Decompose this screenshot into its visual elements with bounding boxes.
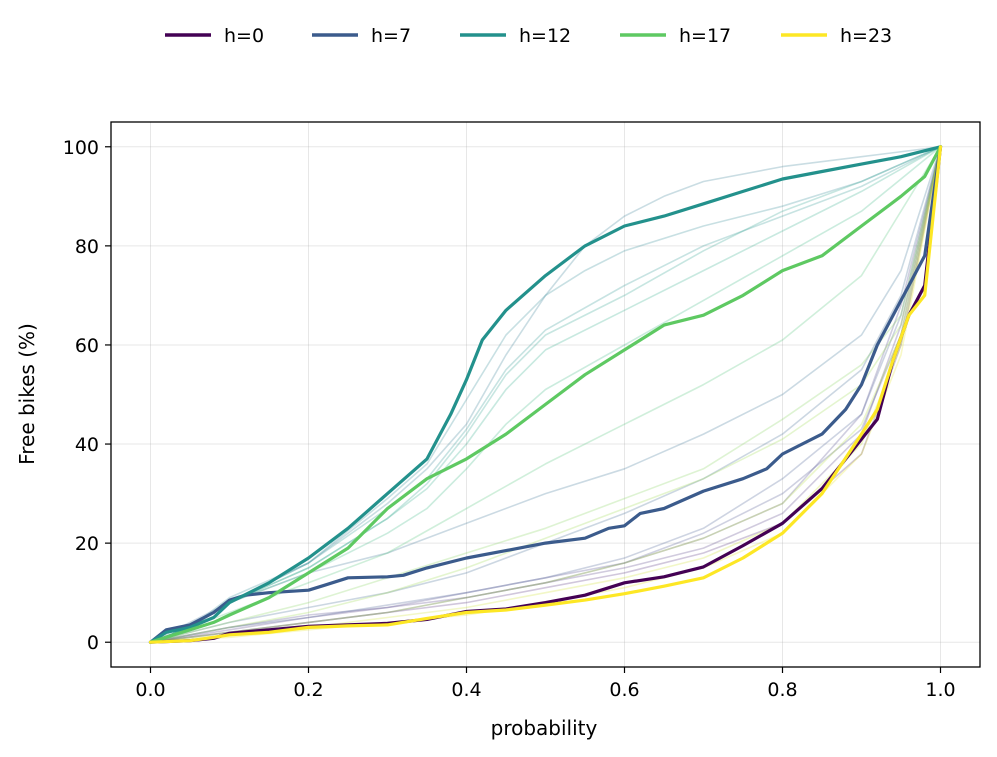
plot-frame (110, 121, 981, 668)
background-series-line-h=8 (150, 146, 942, 643)
x-tick-label-0: 0.0 (135, 679, 165, 701)
x-tick-label-4: 0.8 (767, 679, 797, 701)
y-tick-label-5: 100 (63, 137, 99, 159)
x-tick-label-1: 0.2 (293, 679, 323, 701)
highlighted-series-lines (148, 145, 943, 644)
legend-label-h=17: h=17 (679, 25, 731, 47)
legend-label-h=12: h=12 (519, 25, 571, 47)
background-series-line-h=6 (150, 146, 942, 643)
series-line-h=0 (148, 145, 943, 644)
y-axis-label: Free bikes (%) (15, 323, 39, 465)
y-axis: 0 20 40 60 80 100 (63, 137, 111, 654)
y-tick-label-4: 80 (75, 236, 99, 258)
background-series-line-h=2 (150, 146, 942, 643)
background-series-line-h=3 (150, 146, 942, 643)
plot-background (111, 122, 980, 667)
x-tick-label-2: 0.4 (451, 679, 481, 701)
plot-area (110, 121, 981, 668)
x-axis-label: probability (491, 716, 598, 740)
background-series-line-h=10 (150, 146, 941, 643)
grid (111, 122, 980, 667)
background-series-line-h=1 (150, 146, 942, 643)
background-series-line-h=4 (150, 146, 942, 643)
x-tick-label-5: 1.0 (925, 679, 955, 701)
background-series-line-h=5 (150, 146, 942, 643)
x-tick-label-3: 0.6 (609, 679, 639, 701)
background-series-line-h=18 (150, 146, 942, 643)
x-axis: 0.0 0.2 0.4 0.6 0.8 1.0 (135, 667, 956, 701)
legend-label-h=23: h=23 (840, 25, 892, 47)
background-series-line-h=20 (150, 146, 942, 643)
y-tick-label-3: 60 (75, 335, 99, 357)
y-tick-label-1: 20 (75, 533, 99, 555)
legend: h=0 h=7 h=12 h=17 h=23 (165, 25, 892, 47)
series-line-h=23 (148, 145, 943, 644)
legend-label-h=7: h=7 (371, 25, 411, 47)
y-tick-label-0: 0 (87, 632, 99, 654)
series-line-h=12 (148, 145, 943, 644)
series-line-h=17 (148, 145, 943, 644)
background-series-line-h=19 (150, 146, 942, 643)
y-tick-label-2: 40 (75, 434, 99, 456)
series-line-h=7 (148, 145, 943, 644)
legend-label-h=0: h=0 (224, 25, 264, 47)
